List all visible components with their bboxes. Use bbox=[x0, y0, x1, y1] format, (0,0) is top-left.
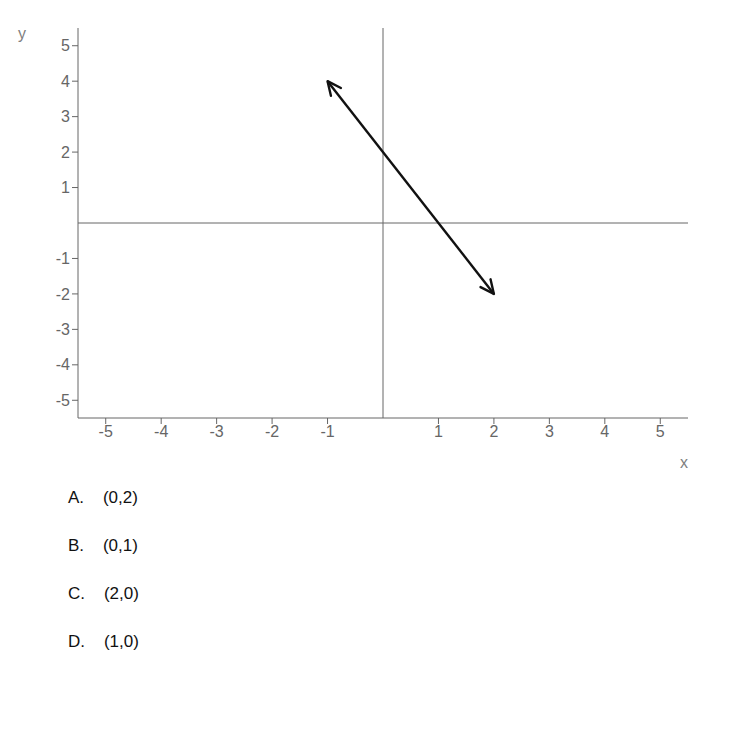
html-text:C. (2,0): C. (2,0) bbox=[68, 584, 139, 603]
svg-text:-2: -2 bbox=[56, 286, 70, 303]
svg-text:2: 2 bbox=[489, 423, 498, 440]
html-text:A. (0,2): A. (0,2) bbox=[68, 488, 138, 507]
svg-text:-1: -1 bbox=[320, 423, 334, 440]
svg-text:-2: -2 bbox=[265, 423, 279, 440]
svg-text:5: 5 bbox=[61, 37, 70, 54]
svg-text:-5: -5 bbox=[99, 423, 113, 440]
svg-text:x: x bbox=[680, 454, 688, 471]
svg-text:-4: -4 bbox=[56, 356, 70, 373]
svg-text:-1: -1 bbox=[56, 250, 70, 267]
svg-text:5: 5 bbox=[656, 423, 665, 440]
svg-text:1: 1 bbox=[434, 423, 443, 440]
svg-text:3: 3 bbox=[545, 423, 554, 440]
svg-text:2: 2 bbox=[61, 144, 70, 161]
svg-text:3: 3 bbox=[61, 108, 70, 125]
svg-text:-3: -3 bbox=[56, 321, 70, 338]
html-text:D. (1,0): D. (1,0) bbox=[68, 632, 139, 651]
html-text:B. (0,1): B. (0,1) bbox=[68, 536, 138, 555]
svg-text:1: 1 bbox=[61, 179, 70, 196]
svg-text:-3: -3 bbox=[210, 423, 224, 440]
svg-text:4: 4 bbox=[600, 423, 609, 440]
svg-text:-4: -4 bbox=[154, 423, 168, 440]
svg-text:-5: -5 bbox=[56, 392, 70, 409]
svg-text:4: 4 bbox=[61, 73, 70, 90]
svg-text:y: y bbox=[18, 25, 26, 42]
